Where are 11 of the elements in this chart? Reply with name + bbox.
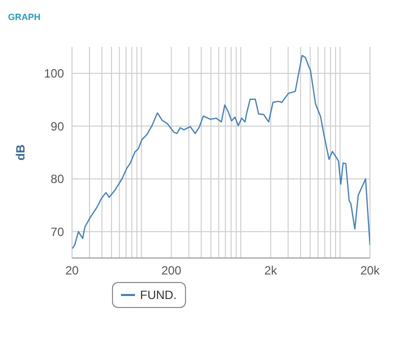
y-tick-label: 90 [50, 119, 64, 134]
x-tick-label: 20k [360, 264, 381, 278]
y-tick-label: 70 [50, 224, 64, 239]
x-tick-label: 200 [161, 264, 182, 278]
x-tick-label: 20 [65, 264, 79, 278]
x-tick-label: 2k [264, 264, 278, 278]
y-axis-title: dB [13, 144, 28, 160]
y-tick-label: 100 [44, 66, 64, 81]
legend-label: FUND. [139, 288, 177, 302]
chart-title: GRAPH [8, 11, 42, 24]
y-tick-label: 80 [50, 172, 64, 186]
